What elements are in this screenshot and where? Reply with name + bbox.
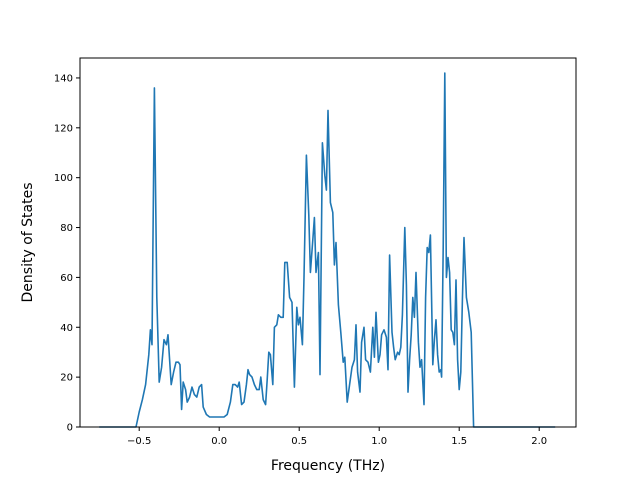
x-tick-label: 1.0 bbox=[371, 436, 387, 447]
axis-ticks: −0.5 0.0 0.5 1.0 1.5 2.0 0 20 40 60 80 100 120 140 bbox=[54, 73, 547, 447]
plot-area bbox=[99, 72, 556, 428]
y-tick-label: 100 bbox=[54, 173, 73, 184]
y-tick-label: 20 bbox=[60, 373, 73, 384]
x-tick-label: 2.0 bbox=[531, 436, 547, 447]
x-axis-label: Frequency (THz) bbox=[271, 458, 385, 474]
x-tick-label: 1.5 bbox=[451, 436, 467, 447]
axes-frame bbox=[79, 57, 577, 428]
y-tick-label: 40 bbox=[60, 323, 73, 334]
y-tick-label: 140 bbox=[54, 73, 73, 84]
y-axis-label: Density of States bbox=[20, 183, 36, 303]
y-tick-label: 80 bbox=[60, 223, 73, 234]
x-tick-label: 0.5 bbox=[291, 436, 307, 447]
dos-series-line bbox=[99, 72, 556, 428]
x-tick-label: 0.0 bbox=[211, 436, 227, 447]
y-tick-label: 120 bbox=[54, 123, 73, 134]
x-tick-label: −0.5 bbox=[127, 436, 151, 447]
y-tick-label: 60 bbox=[60, 273, 73, 284]
y-tick-label: 0 bbox=[67, 423, 73, 434]
